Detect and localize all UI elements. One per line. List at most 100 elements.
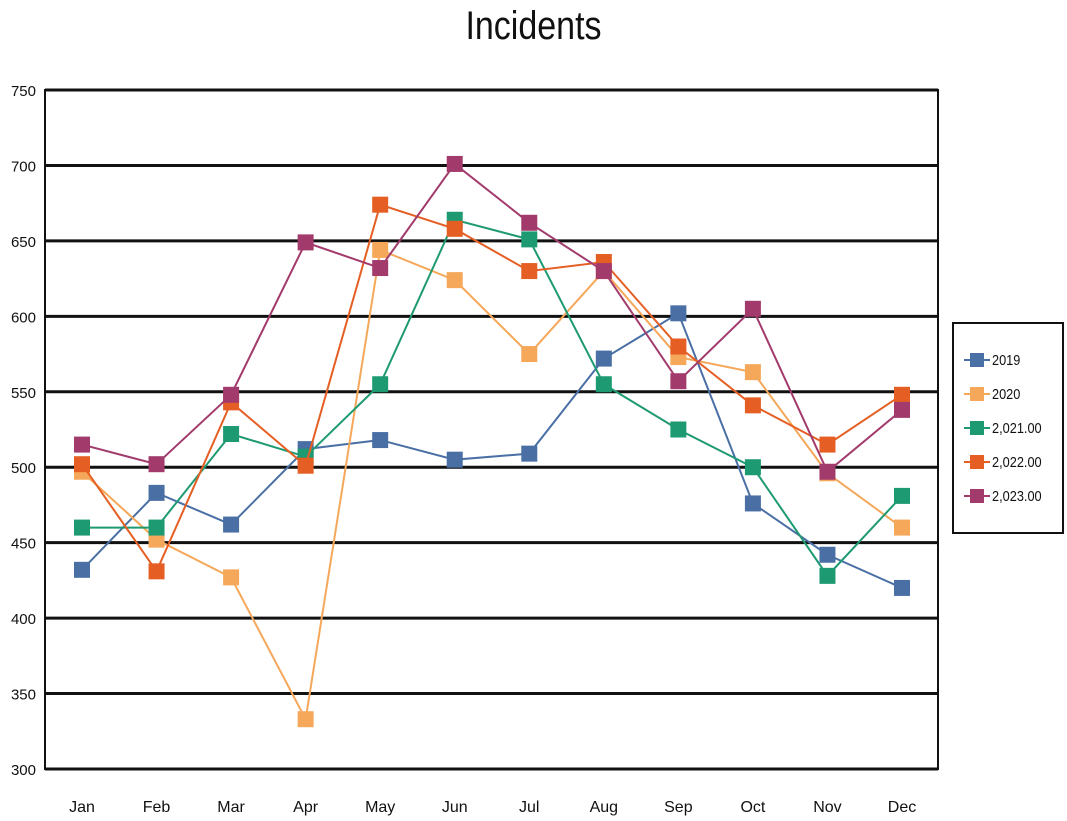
x-tick-label: Mar: [217, 799, 245, 816]
legend-label: 2,021.00: [992, 419, 1042, 437]
data-point: [297, 457, 314, 474]
data-point: [372, 241, 389, 258]
legend-swatch: [964, 486, 990, 506]
x-tick-label: Jul: [519, 799, 539, 816]
data-point: [372, 196, 389, 213]
data-point: [521, 346, 538, 363]
data-point: [74, 561, 90, 578]
x-tick-label: Jan: [69, 799, 95, 816]
y-tick-label: 450: [11, 536, 36, 553]
legend-entry: 2020: [964, 384, 1025, 404]
data-point: [521, 263, 538, 280]
data-point: [894, 579, 910, 596]
legend: 2019 2020 2,021.00 2,022.00 2,023.00: [952, 322, 1064, 534]
data-point: [297, 234, 314, 251]
data-point: [819, 567, 836, 584]
data-point: [74, 456, 90, 473]
data-point: [521, 231, 538, 248]
y-tick-label: 300: [11, 762, 36, 779]
data-point: [148, 531, 165, 548]
legend-swatch: [964, 384, 990, 404]
data-point: [744, 459, 761, 476]
data-point: [446, 220, 463, 237]
legend-entry: 2,022.00: [964, 452, 1050, 472]
data-point: [819, 546, 836, 563]
data-point: [670, 338, 687, 355]
y-tick-label: 750: [11, 83, 36, 100]
series-1: [74, 241, 910, 728]
legend-label: 2,023.00: [992, 487, 1042, 505]
legend-swatch: [964, 452, 990, 472]
series-line: [81, 203, 903, 574]
x-tick-label: Feb: [143, 799, 171, 816]
legend-swatch: [964, 418, 990, 438]
series-2: [74, 211, 910, 584]
x-axis-ticks: Jan Feb Mar Apr May Jun Jul Aug Sep Oct Nov Dec: [69, 799, 916, 816]
data-point: [744, 364, 761, 381]
data-point: [521, 445, 538, 462]
data-point: [223, 569, 240, 586]
data-point: [372, 260, 389, 277]
chart-title: Incidents: [465, 4, 602, 48]
data-point: [595, 376, 612, 393]
data-point: [521, 214, 538, 231]
y-tick-label: 600: [11, 309, 36, 326]
data-point: [744, 397, 761, 414]
data-point: [595, 350, 612, 367]
data-point: [744, 300, 761, 317]
x-tick-label: Nov: [813, 799, 841, 816]
series-0: [74, 305, 910, 596]
x-tick-label: Sep: [664, 799, 693, 816]
data-point: [74, 519, 90, 536]
data-point: [744, 495, 761, 512]
data-point: [446, 451, 463, 468]
data-point: [894, 519, 910, 536]
y-tick-label: 400: [11, 611, 36, 628]
data-point: [74, 436, 90, 453]
legend-label: 2,022.00: [992, 453, 1042, 471]
data-point: [670, 373, 687, 390]
data-point: [223, 386, 240, 403]
data-point: [372, 432, 389, 449]
series-line: [81, 162, 903, 474]
x-tick-label: Jun: [442, 799, 468, 816]
x-tick-label: Dec: [888, 799, 916, 816]
legend-entry: 2,023.00: [964, 486, 1050, 506]
y-tick-label: 550: [11, 385, 36, 402]
x-tick-label: May: [365, 799, 395, 816]
legend-label: 2020: [992, 385, 1021, 403]
plot-area-border: [44, 89, 939, 770]
data-point: [372, 376, 389, 393]
x-tick-label: Apr: [293, 799, 319, 816]
data-point: [148, 563, 165, 580]
series-3: [74, 196, 910, 580]
data-point: [223, 516, 240, 533]
data-point: [223, 426, 240, 443]
x-tick-label: Oct: [740, 799, 765, 816]
series-lines: [74, 155, 910, 728]
y-tick-label: 500: [11, 460, 36, 477]
y-tick-label: 650: [11, 234, 36, 251]
series-line: [81, 248, 903, 723]
data-point: [595, 263, 612, 280]
y-tick-label: 350: [11, 687, 36, 704]
legend-swatch: [964, 350, 990, 370]
data-point: [819, 463, 836, 480]
x-tick-label: Aug: [590, 799, 618, 816]
data-point: [446, 272, 463, 289]
data-point: [148, 456, 165, 473]
data-point: [670, 421, 687, 438]
legend-entry: 2019: [964, 350, 1025, 370]
data-point: [670, 305, 687, 322]
series-line: [82, 218, 903, 578]
data-point: [446, 155, 463, 172]
series-4: [74, 155, 910, 480]
legend-entry: 2,021.00: [964, 418, 1050, 438]
data-point: [894, 386, 910, 403]
data-point: [819, 436, 836, 453]
legend-label: 2019: [992, 351, 1021, 369]
data-point: [894, 401, 910, 418]
y-axis-ticks: 750 700 650 600 550 500 450 400 350 300: [11, 83, 36, 779]
data-point: [894, 487, 910, 504]
